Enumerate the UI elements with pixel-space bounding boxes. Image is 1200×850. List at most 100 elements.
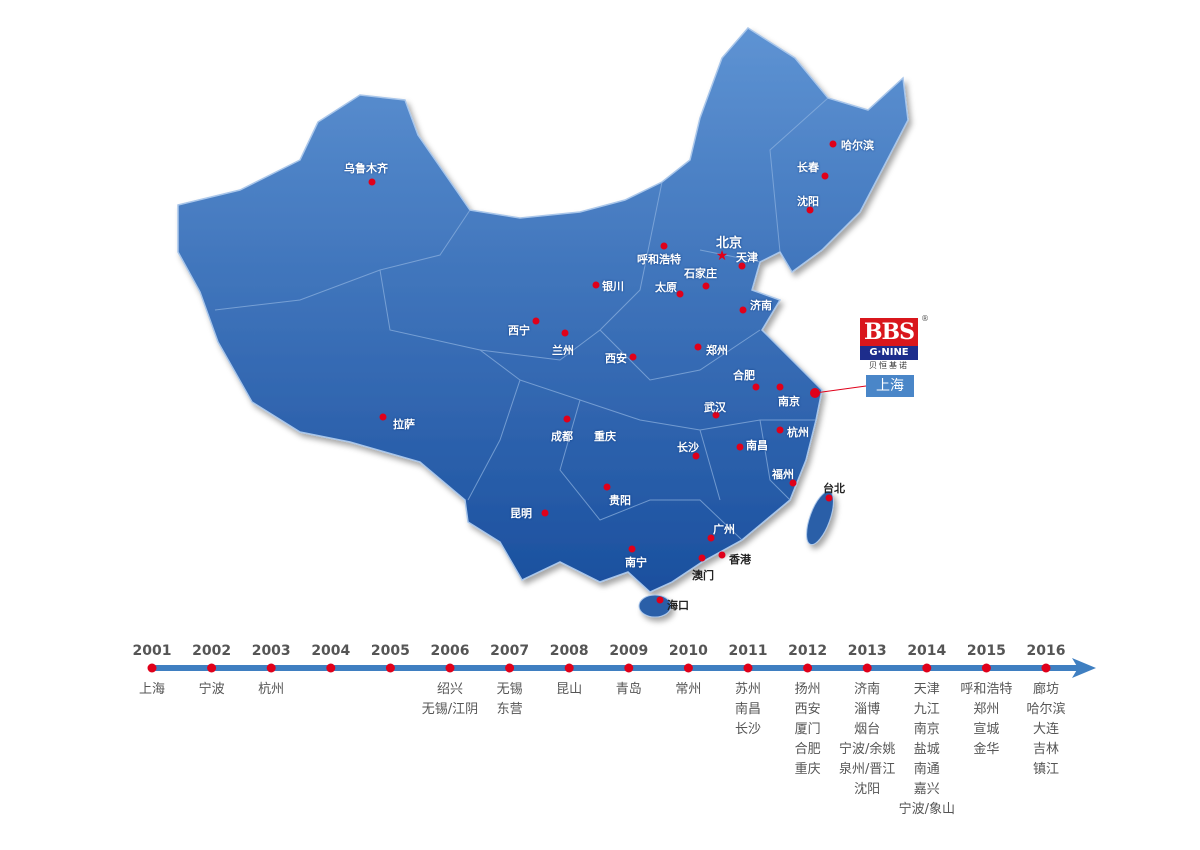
city-label: 呼和浩特 xyxy=(637,253,681,266)
city-label: 太原 xyxy=(655,281,677,294)
timeline-year: 2006 xyxy=(430,643,470,659)
timeline-city-list: 天津 九江 南京 盐城 南通 嘉兴 宁波/象山 xyxy=(882,680,972,820)
city-dot xyxy=(603,483,611,491)
city-dot xyxy=(707,534,715,542)
city-label: 武汉 xyxy=(704,401,726,414)
timeline-city-list: 廊坊 哈尔滨 大连 吉林 镇江 xyxy=(1001,680,1091,780)
city-label: 郑州 xyxy=(706,344,728,357)
logo-brand: BBS xyxy=(860,318,918,346)
timeline-city: 无锡/江阴 xyxy=(421,702,479,717)
city-dot xyxy=(825,494,833,502)
city-label: 广州 xyxy=(713,523,735,536)
city-dot xyxy=(739,306,747,314)
city-dot xyxy=(541,509,549,517)
timeline-city: 杭州 xyxy=(258,682,285,697)
city-dot xyxy=(698,554,706,562)
city-label: 重庆 xyxy=(594,430,616,443)
city-dot xyxy=(829,140,837,148)
city-label: 成都 xyxy=(551,430,573,443)
city-dot xyxy=(676,290,684,298)
city-dot xyxy=(592,281,600,289)
city-label: 杭州 xyxy=(787,426,809,439)
timeline-city: 苏州 xyxy=(734,682,761,697)
city-dot xyxy=(821,172,829,180)
timeline-city: 吉林 xyxy=(1032,742,1059,757)
timeline-dot xyxy=(385,663,395,673)
timeline-city: 常州 xyxy=(675,682,702,697)
city-label: 合肥 xyxy=(733,369,755,382)
timeline-city: 镇江 xyxy=(1032,762,1059,777)
city-dot xyxy=(629,353,637,361)
timeline-city: 青岛 xyxy=(615,682,642,697)
province-borders xyxy=(214,97,829,541)
logo-sub: G·NINE xyxy=(860,346,918,360)
city-dot xyxy=(752,383,760,391)
timeline-city-list: 呼和浩特 郑州 宣城 金华 xyxy=(941,680,1031,760)
timeline-city-list: 常州 xyxy=(643,680,733,700)
timeline-dot xyxy=(266,663,276,673)
timeline-year: 2011 xyxy=(728,643,768,659)
hq-pointer-line xyxy=(814,385,867,394)
timeline-city-list: 苏州 南昌 长沙 xyxy=(703,680,793,740)
timeline-city-list: 扬州 西安 厦门 合肥 重庆 xyxy=(763,680,853,780)
timeline-dot xyxy=(207,663,217,673)
timeline-dot xyxy=(1041,663,1051,673)
timeline-city: 合肥 xyxy=(794,742,821,757)
timeline-dot xyxy=(862,663,872,673)
city-dot xyxy=(660,242,668,250)
timeline-city: 西安 xyxy=(794,702,821,717)
timeline-city: 宁波/象山 xyxy=(898,802,955,817)
timeline-year: 2008 xyxy=(549,643,589,659)
timeline-city: 淄博 xyxy=(854,702,881,717)
city-dot xyxy=(694,343,702,351)
logo-chinese: 贝恒基诺 xyxy=(869,361,909,370)
hq-dot xyxy=(810,388,820,398)
timeline-city: 济南 xyxy=(854,682,881,697)
timeline-city: 上海 xyxy=(138,682,165,697)
timeline-city: 无锡 xyxy=(496,682,523,697)
timeline-city: 宁波 xyxy=(198,682,225,697)
timeline-city: 天津 xyxy=(913,682,940,697)
timeline-year: 2007 xyxy=(490,643,530,659)
timeline-year: 2001 xyxy=(132,643,172,659)
city-dot xyxy=(563,415,571,423)
timeline-city: 嘉兴 xyxy=(913,782,940,797)
timeline-city-list: 绍兴无锡/江阴 xyxy=(405,680,495,720)
timeline-city: 厦门 xyxy=(794,722,821,737)
city-label: 北京 xyxy=(716,236,743,251)
timeline-year: 2015 xyxy=(966,643,1006,659)
timeline-city-list: 青岛 xyxy=(584,680,674,700)
timeline-city: 扬州 xyxy=(794,682,821,697)
city-dot xyxy=(776,426,784,434)
timeline-dot xyxy=(683,663,693,673)
timeline-year: 2009 xyxy=(609,643,649,659)
timeline-city: 泉州/晋江 xyxy=(838,762,896,777)
city-dot xyxy=(806,206,814,214)
timeline-city-list: 宁波 xyxy=(167,680,257,700)
city-label: 长沙 xyxy=(677,441,699,454)
city-label: 香港 xyxy=(729,553,751,566)
headquarters-label: 上海 xyxy=(866,375,914,397)
city-dot xyxy=(628,545,636,553)
city-dot xyxy=(736,443,744,451)
city-label: 南昌 xyxy=(746,439,768,452)
city-label: 沈阳 xyxy=(797,195,819,208)
city-label: 济南 xyxy=(750,299,772,312)
timeline-dot xyxy=(803,663,813,673)
timeline-year: 2002 xyxy=(192,643,232,659)
city-label: 西安 xyxy=(605,352,627,365)
timeline-year: 2012 xyxy=(788,643,828,659)
timeline-city: 呼和浩特 xyxy=(960,682,1013,697)
timeline-dot xyxy=(445,663,455,673)
timeline-city: 东营 xyxy=(496,702,523,717)
timeline-city: 绍兴 xyxy=(436,682,463,697)
city-dot xyxy=(561,329,569,337)
timeline-year: 2010 xyxy=(668,643,708,659)
timeline-year: 2014 xyxy=(907,643,947,659)
city-label: 兰州 xyxy=(552,344,574,357)
city-label: 海口 xyxy=(667,599,689,612)
timeline-city: 盐城 xyxy=(913,742,940,757)
timeline-city: 郑州 xyxy=(973,702,1000,717)
timeline-city: 廊坊 xyxy=(1032,682,1059,697)
